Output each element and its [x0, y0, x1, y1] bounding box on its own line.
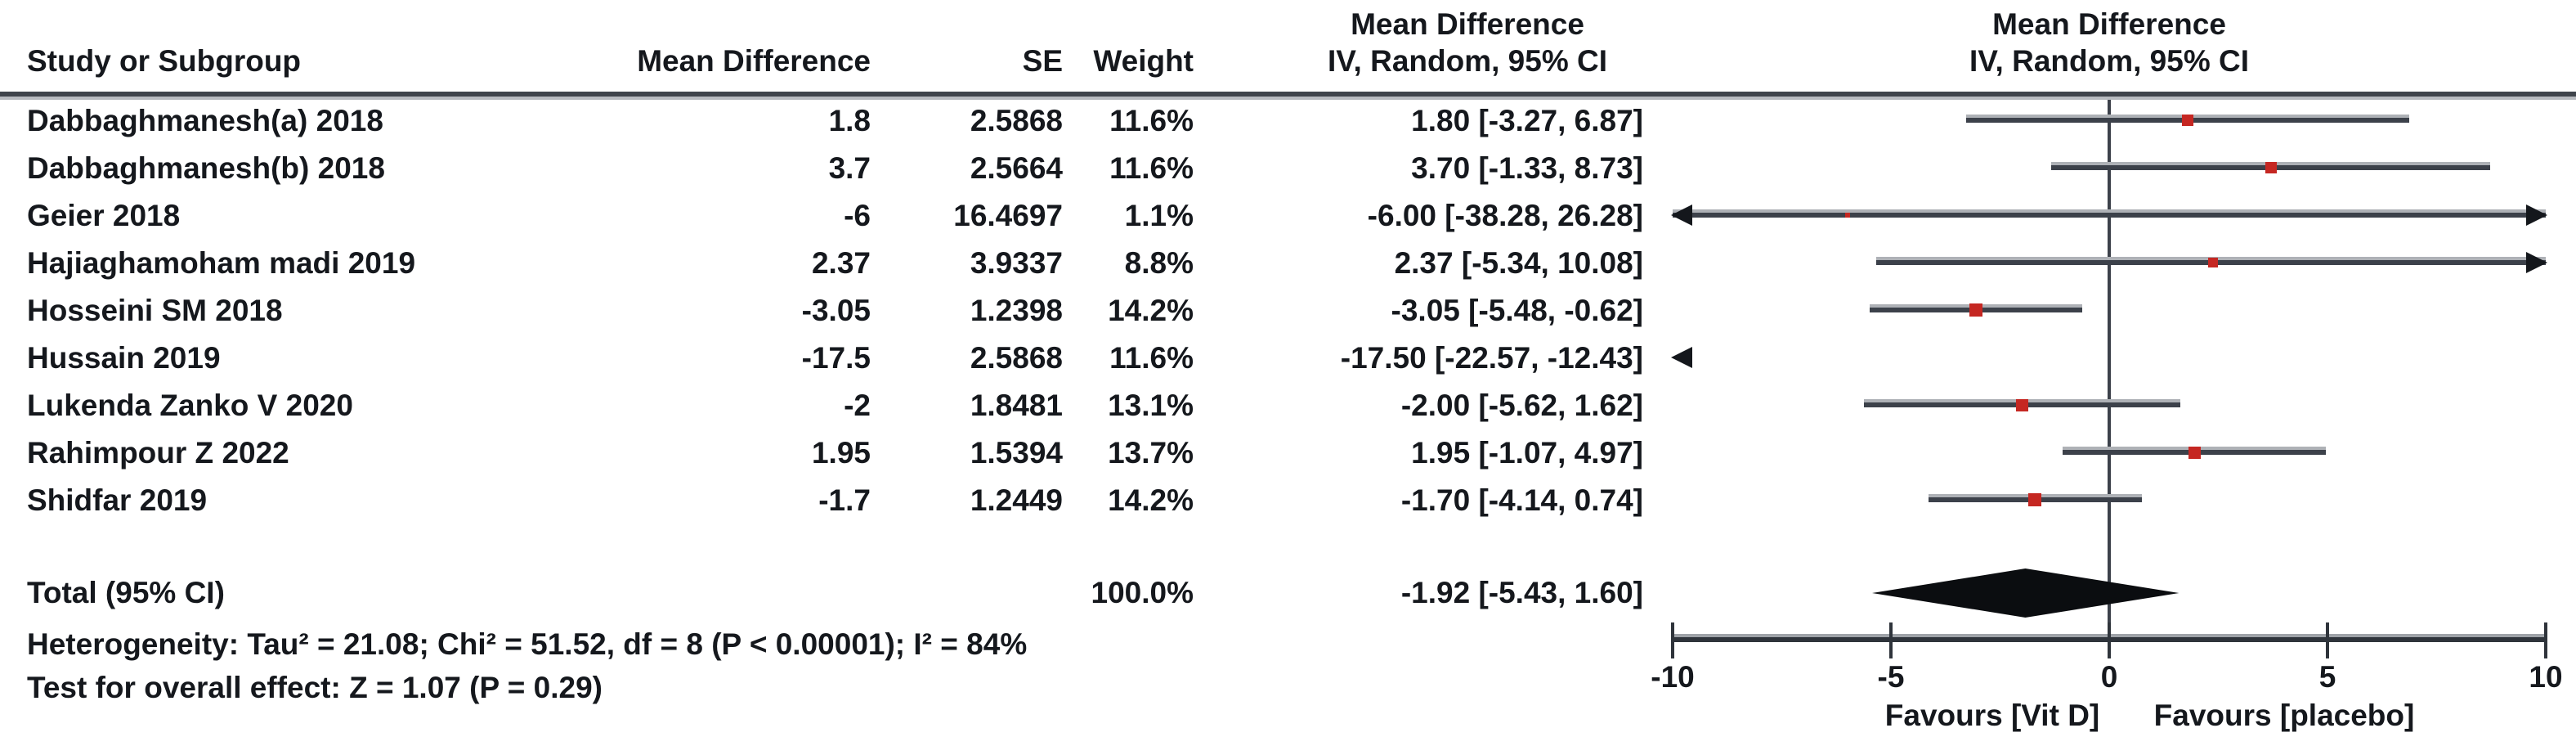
md-value: -2 [844, 389, 871, 422]
se-value: 2.5868 [970, 341, 1063, 375]
total-ci: -1.92 [-5.43, 1.60] [1400, 576, 1643, 609]
axis-tick [2544, 622, 2547, 658]
weight-value: 11.6% [1109, 104, 1194, 137]
ci-arrow-right-icon [2526, 204, 2547, 226]
ci-column-header-line2: IV, Random, 95% CI [1327, 44, 1608, 78]
ci-value: 2.37 [-5.34, 10.08] [1394, 246, 1643, 280]
study-label: Hussain 2019 [27, 341, 221, 375]
effect-marker [2207, 258, 2218, 267]
favours-left-label: Favours [Vit D] [1884, 699, 2100, 732]
axis-tick-label: -5 [1877, 660, 1905, 694]
total-weight: 100.0% [1091, 576, 1194, 609]
column-header-study: Study or Subgroup [27, 44, 302, 78]
md-value: -17.5 [801, 341, 871, 375]
weight-value: 14.2% [1108, 294, 1194, 327]
weight-value: 11.6% [1109, 151, 1194, 185]
study-label: Hajiaghamoham madi 2019 [27, 246, 416, 280]
weight-value: 8.8% [1124, 246, 1194, 280]
plot-column-header-line2: IV, Random, 95% CI [1969, 44, 2250, 78]
md-value: 1.95 [811, 436, 871, 470]
axis-tick-label: 0 [2100, 660, 2118, 694]
effect-marker [2188, 446, 2201, 459]
axis-tick-label: -10 [1651, 660, 1695, 694]
axis-tick [1889, 622, 1893, 658]
md-value: -3.05 [801, 294, 871, 327]
weight-value: 14.2% [1108, 483, 1194, 517]
effect-marker [2265, 162, 2277, 173]
overall-effect-text: Test for overall effect: Z = 1.07 (P = 0… [27, 671, 603, 704]
ci-line [1673, 213, 2546, 218]
axis-tick [2326, 622, 2329, 658]
axis-tick-label: 10 [2529, 660, 2563, 694]
column-header-md: Mean Difference [637, 44, 871, 78]
header-separator-shadow [0, 97, 2576, 100]
ci-value: 1.95 [-1.07, 4.97] [1411, 436, 1643, 470]
study-label: Rahimpour Z 2022 [27, 436, 289, 470]
zero-line [2108, 100, 2111, 640]
total-label: Total (95% CI) [27, 576, 225, 609]
se-value: 2.5868 [970, 104, 1063, 137]
md-value: 2.37 [811, 246, 871, 280]
effect-marker [2015, 398, 2028, 411]
ci-value: -3.05 [-5.48, -0.62] [1391, 294, 1643, 327]
se-value: 1.2398 [970, 294, 1063, 327]
ci-arrow-right-icon [2526, 252, 2547, 273]
study-label: Dabbaghmanesh(b) 2018 [27, 151, 385, 185]
effect-marker [1969, 303, 1983, 317]
ci-value: 3.70 [-1.33, 8.73] [1411, 151, 1643, 185]
plot-column-header-line1: Mean Difference [1992, 7, 2226, 41]
ci-value: -6.00 [-38.28, 26.28] [1367, 199, 1643, 232]
md-value: 3.7 [828, 151, 871, 185]
ci-arrow-left-icon [1671, 204, 1692, 226]
md-value: -1.7 [818, 483, 871, 517]
favours-right-label: Favours [placebo] [2153, 699, 2415, 732]
heterogeneity-text: Heterogeneity: Tau² = 21.08; Chi² = 51.5… [27, 627, 1028, 661]
se-value: 2.5664 [970, 151, 1063, 185]
se-value: 3.9337 [970, 246, 1063, 280]
total-diamond-shape [1872, 568, 2180, 618]
effect-marker [1844, 213, 1850, 218]
column-header-se: SE [1022, 44, 1063, 78]
study-label: Dabbaghmanesh(a) 2018 [27, 104, 383, 137]
study-label: Shidfar 2019 [27, 483, 208, 517]
md-value: -6 [844, 199, 871, 232]
effect-marker [2028, 493, 2042, 506]
ci-arrow-left-icon [1671, 347, 1692, 368]
ci-value: -2.00 [-5.62, 1.62] [1400, 389, 1643, 422]
se-value: 16.4697 [953, 199, 1063, 232]
weight-value: 11.6% [1109, 341, 1194, 375]
md-value: 1.8 [828, 104, 871, 137]
study-label: Geier 2018 [27, 199, 181, 232]
ci-value: -1.70 [-4.14, 0.74] [1400, 483, 1643, 517]
effect-marker [2182, 115, 2194, 126]
study-label: Lukenda Zanko V 2020 [27, 389, 353, 422]
se-value: 1.5394 [970, 436, 1063, 470]
ci-value: 1.80 [-3.27, 6.87] [1411, 104, 1643, 137]
se-value: 1.2449 [970, 483, 1063, 517]
se-value: 1.8481 [970, 389, 1063, 422]
weight-value: 13.1% [1108, 389, 1194, 422]
axis-tick [2108, 622, 2111, 658]
header-separator-line [0, 92, 2576, 97]
ci-column-header-line1: Mean Difference [1351, 7, 1584, 41]
axis-tick-label: 5 [2318, 660, 2336, 694]
study-label: Hosseini SM 2018 [27, 294, 283, 327]
weight-value: 13.7% [1108, 436, 1194, 470]
total-diamond [1872, 568, 2180, 618]
ci-value: -17.50 [-22.57, -12.43] [1340, 341, 1643, 375]
weight-value: 1.1% [1124, 199, 1194, 232]
column-header-weight: Weight [1093, 44, 1194, 78]
axis-tick [1671, 622, 1674, 658]
